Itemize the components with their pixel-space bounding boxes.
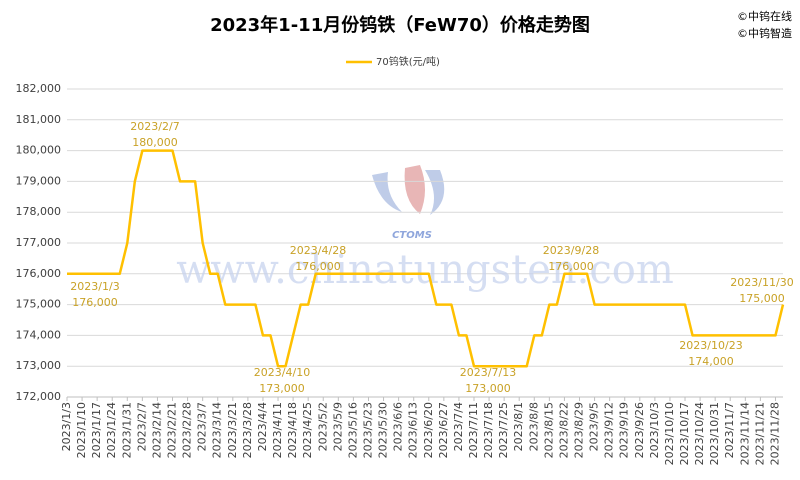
- annotation-date: 2023/7/13: [460, 366, 516, 379]
- x-tick-label: 2023/3/21: [226, 402, 239, 458]
- y-tick-label: 174,000: [16, 328, 62, 341]
- x-tick-label: 2023/6/13: [407, 402, 420, 458]
- x-tick-label: 2023/4/4: [256, 402, 269, 451]
- annotation-value: 175,000: [739, 292, 785, 305]
- annotation-value: 180,000: [132, 136, 178, 149]
- y-tick-label: 181,000: [16, 113, 62, 126]
- annotation-date: 2023/10/23: [679, 339, 742, 352]
- x-tick-label: 2023/5/23: [361, 402, 374, 458]
- x-tick-label: 2023/11/7: [723, 402, 736, 458]
- x-tick-label: 2023/1/31: [120, 402, 133, 458]
- y-tick-label: 173,000: [16, 359, 62, 372]
- y-tick-label: 177,000: [16, 236, 62, 249]
- x-tick-label: 2023/5/9: [331, 402, 344, 451]
- x-tick-label: 2023/7/4: [452, 402, 465, 451]
- annotation-value: 174,000: [688, 355, 734, 368]
- x-tick-label: 2023/2/7: [135, 402, 148, 451]
- x-tick-label: 2023/8/15: [542, 402, 555, 458]
- x-tick-label: 2023/2/28: [181, 402, 194, 458]
- x-tick-label: 2023/4/11: [271, 402, 284, 458]
- x-tick-label: 2023/8/8: [527, 402, 540, 451]
- annotation-date: 2023/2/7: [130, 120, 179, 133]
- y-tick-label: 172,000: [16, 390, 62, 403]
- x-tick-label: 2023/1/3: [60, 402, 73, 451]
- x-tick-label: 2023/11/21: [753, 402, 766, 465]
- annotation-date: 2023/9/28: [543, 244, 599, 257]
- annotation-date: 2023/11/30: [730, 276, 793, 289]
- x-tick-label: 2023/9/19: [618, 402, 631, 458]
- x-tick-label: 2023/11/14: [738, 402, 751, 465]
- x-tick-label: 2023/7/25: [497, 402, 510, 458]
- x-tick-label: 2023/10/17: [678, 402, 691, 465]
- x-tick-label: 2023/9/26: [633, 402, 646, 458]
- y-tick-label: 178,000: [16, 205, 62, 218]
- y-tick-label: 176,000: [16, 267, 62, 280]
- annotation-value: 176,000: [72, 296, 118, 309]
- x-tick-label: 2023/9/12: [603, 402, 616, 458]
- x-tick-label: 2023/5/16: [346, 402, 359, 458]
- x-tick-label: 2023/10/10: [663, 402, 676, 465]
- y-tick-label: 179,000: [16, 174, 62, 187]
- annotation-value: 173,000: [465, 382, 511, 395]
- x-tick-label: 2023/8/1: [512, 402, 525, 451]
- x-tick-label: 2023/4/25: [301, 402, 314, 458]
- logo-text: CTOMS: [392, 230, 432, 241]
- annotation-value: 176,000: [295, 260, 341, 273]
- x-tick-label: 2023/3/28: [241, 402, 254, 458]
- x-tick-label: 2023/7/11: [467, 402, 480, 458]
- y-tick-label: 180,000: [16, 144, 62, 157]
- annotation-value: 173,000: [259, 382, 305, 395]
- x-tick-label: 2023/4/18: [286, 402, 299, 458]
- x-tick-label: 2023/8/29: [573, 402, 586, 458]
- annotation-date: 2023/1/3: [70, 280, 119, 293]
- x-tick-label: 2023/10/31: [708, 402, 721, 465]
- annotation-value: 176,000: [548, 260, 594, 273]
- x-tick-label: 2023/1/24: [105, 402, 118, 458]
- x-tick-label: 2023/3/14: [211, 402, 224, 458]
- x-tick-label: 2023/6/6: [392, 402, 405, 451]
- credit: ©中钨在线: [737, 9, 792, 23]
- x-tick-label: 2023/6/27: [437, 402, 450, 458]
- annotation-date: 2023/4/28: [290, 244, 346, 257]
- y-tick-label: 175,000: [16, 298, 62, 311]
- x-tick-label: 2023/5/2: [316, 402, 329, 451]
- x-tick-label: 2023/11/28: [768, 402, 781, 465]
- x-tick-label: 2023/1/17: [90, 402, 103, 458]
- chart-title: 2023年1-11月份钨铁（FeW70）价格走势图: [210, 14, 590, 36]
- x-tick-label: 2023/2/14: [150, 402, 163, 458]
- x-tick-label: 2023/7/18: [482, 402, 495, 458]
- annotation-date: 2023/4/10: [254, 366, 310, 379]
- x-tick-label: 2023/5/30: [377, 402, 390, 458]
- x-tick-label: 2023/3/7: [196, 402, 209, 451]
- y-tick-label: 182,000: [16, 82, 62, 95]
- x-tick-label: 2023/8/22: [557, 402, 570, 458]
- x-tick-label: 2023/10/3: [648, 402, 661, 458]
- credit: ©中钨智造: [737, 26, 792, 40]
- legend-label: 70钨铁(元/吨): [376, 55, 440, 68]
- x-tick-label: 2023/1/10: [75, 402, 88, 458]
- x-tick-label: 2023/2/21: [166, 402, 179, 458]
- line: [67, 149, 785, 368]
- x-tick-label: 2023/10/24: [693, 402, 706, 465]
- x-tick-label: 2023/6/20: [422, 402, 435, 458]
- x-tick-label: 2023/9/5: [588, 402, 601, 451]
